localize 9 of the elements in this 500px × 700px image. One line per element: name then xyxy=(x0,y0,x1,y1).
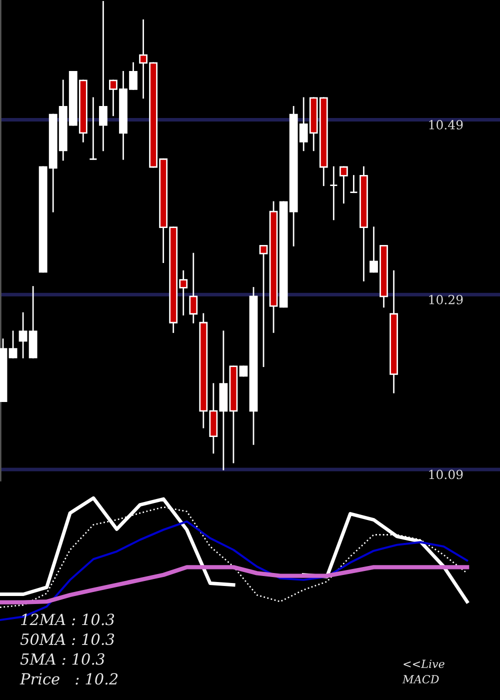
y-tick-label: 10.49 xyxy=(429,120,463,130)
text: Price : 10.2 xyxy=(20,673,118,685)
y-tick-label: 10.09 xyxy=(429,470,463,480)
text: MACD xyxy=(402,675,439,684)
y-tick-label: 10.29 xyxy=(429,294,463,304)
text: 50MA : 10.3 xyxy=(20,633,114,646)
text: 5MA : 10.3 xyxy=(20,653,104,665)
text: <<Live xyxy=(404,660,444,668)
annotation: 12MA : 10.3 xyxy=(21,614,114,626)
